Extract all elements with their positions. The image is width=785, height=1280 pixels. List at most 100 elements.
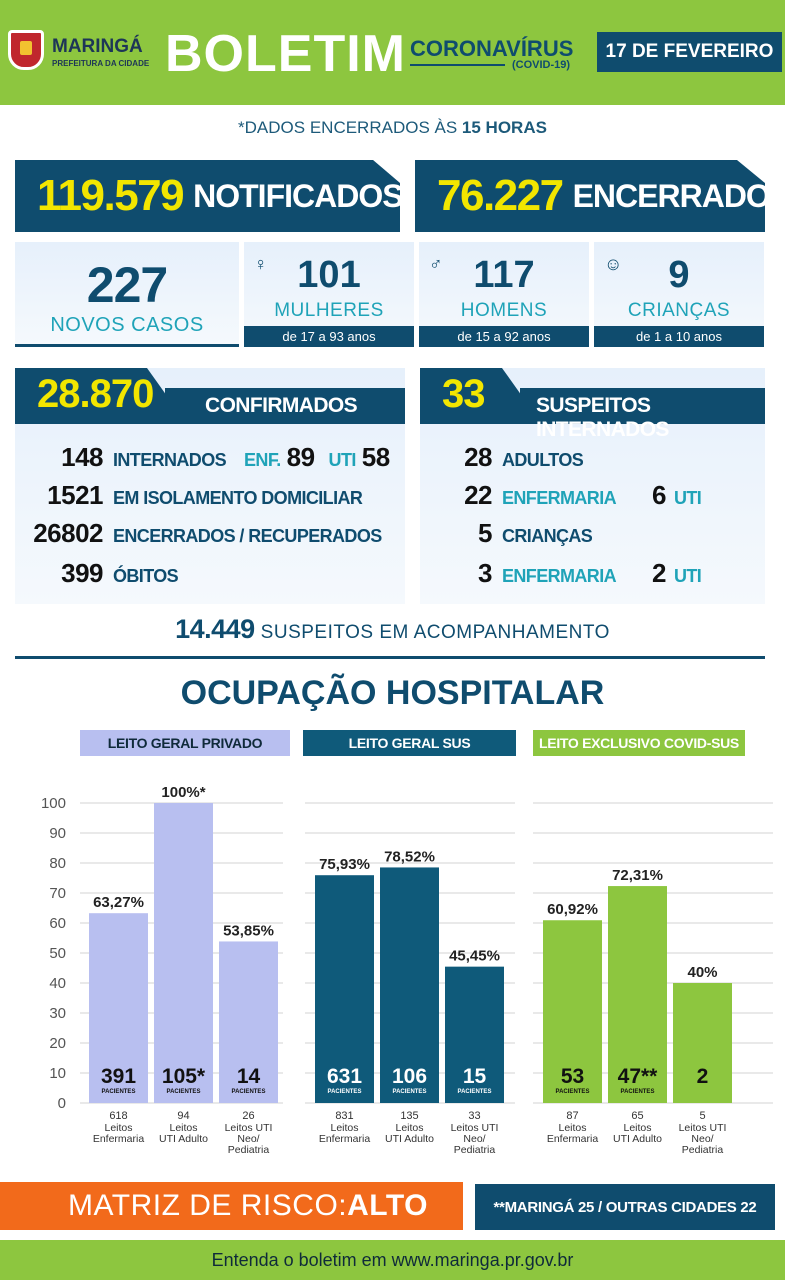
bar-patients-count: 2 [697,1065,709,1088]
bar-patients-count: 631 [327,1065,362,1088]
suspects-header: 33 SUSPEITOS INTERNADOS [420,368,765,441]
notice-prefix: *DADOS ENCERRADOS ÀS [238,118,462,137]
bar-patients-count: 47** [618,1065,659,1088]
recovered-row: 26802 ENCERRADOS / RECUPERADOS [15,518,382,552]
header-bar: MARINGÁ PREFEITURA DA CIDADE BOLETIM COR… [0,0,785,105]
y-tick-label: 10 [49,1065,66,1082]
bar [154,803,213,1103]
risk-matrix-banner: MATRIZ DE RISCO: ALTO [0,1182,463,1230]
bar-category-label: Leitos [395,1122,423,1134]
subtitle-rule [410,64,505,66]
bar-beds-count: 94 [177,1110,189,1122]
bar-beds-count: 26 [242,1110,254,1122]
bar-beds-count: 135 [400,1110,418,1122]
bar-patients-count: 53 [561,1065,584,1088]
footnote-box: **MARINGÁ 25 / OUTRAS CIDADES 22 [475,1184,775,1230]
bar-beds-count: 831 [335,1110,353,1122]
y-tick-label: 0 [58,1095,66,1112]
bar-category-label: Pediatria [682,1144,724,1156]
children-label: CRIANÇAS [627,300,731,321]
bar-category-label: Leitos [104,1122,132,1134]
risk-level: ALTO [347,1189,429,1222]
bar-beds-count: 618 [109,1110,127,1122]
home-isolation-count: 1521 [47,480,103,510]
y-tick-label: 60 [49,915,66,932]
bar-category-label: Leitos [558,1122,586,1134]
occupancy-chart: 010203040506070809010063,27%391PACIENTES… [41,784,773,1156]
deaths-label: ÓBITOS [113,566,179,586]
bar [543,920,602,1103]
bar-value-label: 78,52% [384,848,435,865]
men-count: 117 [473,254,535,296]
y-tick-label: 70 [49,885,66,902]
closed-count: 76.227 [437,171,564,220]
monitoring-line: 14.449 SUSPEITOS EM ACOMPANHAMENTO [0,614,785,645]
bar-value-label: 100%* [161,784,205,801]
bar-value-label: 60,92% [547,901,598,918]
bar-value-label: 53,85% [223,922,274,939]
bar-value-label: 40% [687,964,717,981]
suspect-adult-icu-count: 6 [652,480,666,510]
bar-category-label: UTI Adulto [159,1133,208,1145]
new-cases-label: NOVOS CASOS [50,314,204,336]
city-logo[interactable]: MARINGÁ PREFEITURA DA CIDADE [8,26,158,78]
suspects-header-tab [420,368,520,424]
bar-patients-count: 14 [237,1065,261,1088]
section-label-private: LEITO GERAL PRIVADO [80,730,290,756]
men-card: ♂ 117 HOMENS de 15 a 92 anos [419,242,589,347]
bar [445,966,504,1103]
bar-category-label: Pediatria [228,1144,270,1156]
data-cutoff-notice: *DADOS ENCERRADOS ÀS 15 HORAS [0,118,785,138]
bar-category-label: Pediatria [454,1144,496,1156]
home-isolation-row: 1521 EM ISOLAMENTO DOMICILIAR [15,480,363,514]
bar-patients-count: 106 [392,1065,427,1088]
confirmed-header: 28.870 CONFIRMADOS [15,368,405,424]
bar-category-label: Leitos [330,1122,358,1134]
bar-value-label: 72,31% [612,867,663,884]
page-title: BOLETIM [165,25,406,83]
bar [673,983,732,1103]
new-cases-card: 227 NOVOS CASOS [15,242,239,347]
women-label: MULHERES [274,300,384,321]
risk-prefix: MATRIZ DE RISCO: [68,1189,348,1222]
suspect-adult-ward-row: 22 ENFERMARIA 6 UTI [420,480,702,514]
section-divider [15,656,765,659]
men-age-range: de 15 a 92 anos [419,326,589,347]
bar-patients-label: PACIENTES [556,1089,590,1095]
bar-category-label: Leitos [169,1122,197,1134]
recovered-label: ENCERRADOS / RECUPERADOS [113,526,382,546]
bar-category-label: UTI Adulto [385,1133,434,1145]
bar [89,913,148,1103]
home-isolation-label: EM ISOLAMENTO DOMICILIAR [113,488,363,508]
suspect-child-icu-label: UTI [673,566,702,586]
y-tick-label: 80 [49,855,66,872]
notified-count: 119.579 [37,171,185,220]
bar [380,867,439,1103]
suspects-count: 33 [442,372,485,416]
hospitalized-row: 148 INTERNADOS ENF. 89 UTI 58 [15,442,390,476]
women-count: 101 [297,254,361,296]
bar-patients-count: 105* [162,1065,206,1088]
bar-category-label: Neo/ [463,1133,485,1145]
suspect-adult-ward-count: 22 [464,480,492,510]
children-age-range: de 1 a 10 anos [594,326,764,347]
woman-icon: ♀ [254,254,268,274]
footer-link[interactable]: Entenda o boletim em www.maringa.pr.gov.… [0,1240,785,1280]
page-subtitle-tag: (COVID-19) [512,59,571,71]
bar-value-label: 75,93% [319,856,370,873]
suspects-panel: 33 SUSPEITOS INTERNADOS 28 ADULTOS 22 EN… [420,368,765,604]
confirmed-count: 28.870 [37,372,154,416]
y-tick-label: 40 [49,975,66,992]
women-card: ♀ 101 MULHERES de 17 a 93 anos [244,242,414,347]
y-tick-label: 20 [49,1035,66,1052]
confirmed-header-tab [15,368,165,424]
bar-value-label: 45,45% [449,948,500,965]
suspect-adult-ward-label: ENFERMARIA [502,488,617,508]
bar-patients-label: PACIENTES [102,1089,136,1095]
child-icon: ☺ [604,254,623,274]
suspects-header-band [520,388,765,424]
bar-category-label: Leitos UTI [679,1122,727,1134]
monitoring-label: SUSPEITOS EM ACOMPANHAMENTO [260,622,610,643]
bar-category-label: Enfermaria [547,1133,599,1145]
bar [315,875,374,1103]
